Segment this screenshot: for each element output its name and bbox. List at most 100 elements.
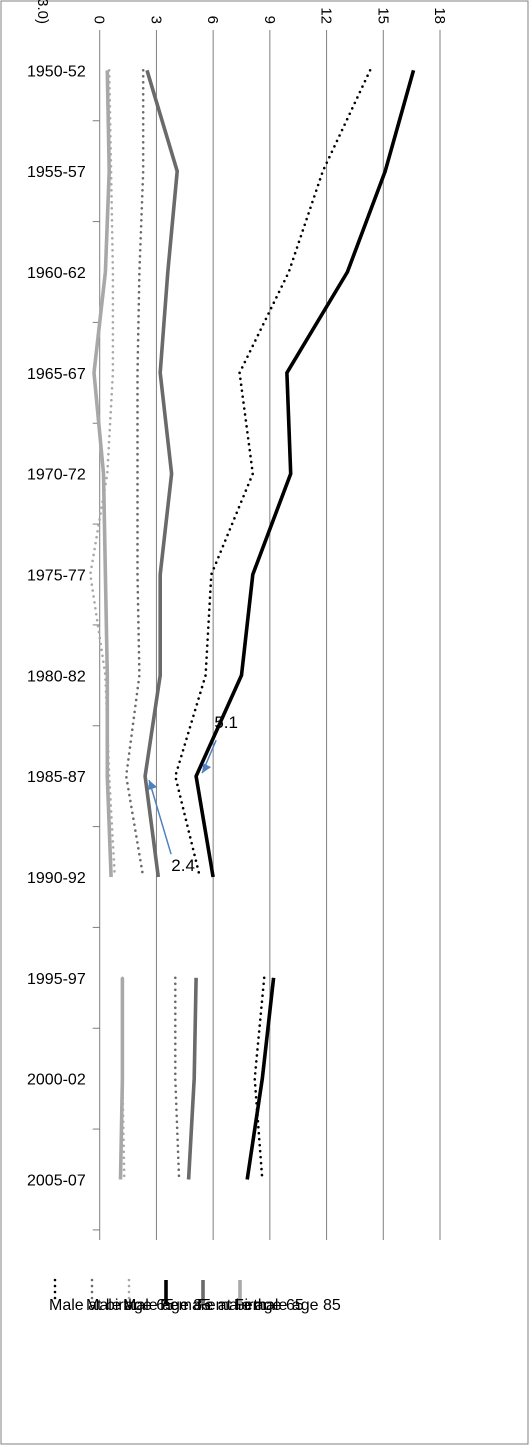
- data-point-female-age-65: [159, 372, 161, 374]
- y-tick-label: 3: [147, 16, 164, 24]
- y-tick-label: 15: [374, 7, 391, 24]
- data-point-male-age-85: [114, 876, 116, 878]
- data-point-male-age-85: [112, 271, 114, 273]
- x-tick-label: 1965-67: [27, 366, 86, 383]
- series-line-male-age-65: [174, 976, 181, 1181]
- data-point-male-age-65: [174, 1078, 176, 1080]
- annotation-arrowhead: [148, 780, 158, 791]
- data-point-female-age-85: [103, 473, 105, 475]
- x-tick-label: 1995-97: [27, 971, 86, 988]
- data-point-male-at-birth: [322, 170, 324, 172]
- data-point-female-age-85: [106, 674, 108, 676]
- data-point-female-at-birth: [246, 1179, 248, 1181]
- data-point-female-age-85: [106, 775, 108, 777]
- x-tick-label: 1970-72: [27, 467, 86, 484]
- data-point-female-age-65: [167, 271, 169, 273]
- series-line-male-at-birth: [253, 976, 266, 1181]
- legend-label-male-age-65: Male age 65: [86, 1297, 174, 1314]
- data-point-female-age-85: [104, 271, 106, 273]
- data-point-female-at-birth: [261, 1078, 263, 1080]
- x-tick-label: 1960-62: [27, 265, 86, 282]
- x-tick-label: 1950-52: [27, 63, 86, 80]
- series-line-female-age-85: [92, 70, 113, 878]
- data-point-male-age-85: [123, 1179, 125, 1181]
- data-point-male-age-65: [178, 1179, 180, 1181]
- y-tick-label: 12: [318, 7, 335, 24]
- data-point-male-age-65: [137, 372, 139, 374]
- data-point-male-age-85: [112, 372, 114, 374]
- x-tick-label: 1980-82: [27, 668, 86, 685]
- data-point-male-at-birth: [261, 1179, 263, 1181]
- data-point-male-age-65: [142, 170, 144, 172]
- legend-label-female-age-85: Female age 85: [234, 1297, 341, 1314]
- data-point-male-age-65: [142, 69, 144, 71]
- data-point-male-at-birth: [205, 674, 207, 676]
- data-point-female-age-65: [157, 876, 159, 878]
- data-point-male-age-65: [137, 574, 139, 576]
- series-line-female-age-65: [143, 69, 179, 878]
- annotation-arrowhead: [202, 763, 212, 774]
- data-point-male-age-65: [138, 674, 140, 676]
- data-point-female-age-65: [188, 1179, 190, 1181]
- data-point-female-at-birth: [252, 574, 254, 576]
- legend-label-female-age-65: Female age 65: [197, 1297, 304, 1314]
- data-point-male-at-birth: [369, 69, 371, 71]
- axes: (3.0)0369121518Years1950-521955-571960-6…: [27, 0, 448, 1240]
- gridlines: [155, 30, 441, 1240]
- data-point-male-age-65: [174, 977, 176, 979]
- annotations: 5.1 2.4: [148, 713, 238, 875]
- data-point-female-age-85: [106, 69, 108, 71]
- x-tick-label: 1975-77: [27, 568, 86, 585]
- y-tick-label: 18: [431, 7, 448, 24]
- x-tick-label: 1990-92: [27, 870, 86, 887]
- y-tick-label: (3.0): [34, 0, 51, 24]
- data-point-male-at-birth: [210, 574, 212, 576]
- data-point-male-age-65: [142, 876, 144, 878]
- data-point-female-age-85: [120, 1179, 122, 1181]
- data-point-male-age-65: [125, 775, 127, 777]
- data-point-male-at-birth: [288, 271, 290, 273]
- data-point-female-at-birth: [195, 775, 197, 777]
- series-line-male-age-65: [124, 69, 145, 879]
- data-point-female-age-85: [121, 1078, 123, 1080]
- data-point-male-at-birth: [199, 876, 201, 878]
- series-line-female-age-85: [118, 977, 125, 1180]
- legend-label-male-age-85: Male age 85: [123, 1297, 211, 1314]
- data-point-male-at-birth: [252, 473, 254, 475]
- data-point-male-at-birth: [263, 977, 265, 979]
- x-tick-label: 1955-57: [27, 164, 86, 181]
- legend-label-male-at-birth: Male at birth: [49, 1297, 137, 1314]
- data-point-female-at-birth: [286, 372, 288, 374]
- data-point-female-at-birth: [273, 977, 275, 979]
- data-point-male-at-birth: [254, 1078, 256, 1080]
- data-point-male-age-85: [89, 574, 91, 576]
- y-tick-label: 9: [261, 16, 278, 24]
- data-point-female-age-65: [159, 574, 161, 576]
- x-tick-label: 2005-07: [27, 1173, 86, 1190]
- x-tick-label: 2000-02: [27, 1072, 86, 1089]
- annotation-label: 5.1: [214, 713, 238, 732]
- data-point-female-age-85: [110, 876, 112, 878]
- rotated-chart-area: (3.0)0369121518Years1950-521955-571960-6…: [27, 0, 448, 1314]
- data-point-female-at-birth: [212, 876, 214, 878]
- annotation-arrow: [148, 779, 172, 855]
- data-point-female-age-65: [144, 775, 146, 777]
- data-point-female-age-65: [146, 69, 148, 71]
- annotation-label: 2.4: [171, 856, 195, 875]
- data-point-male-at-birth: [239, 372, 241, 374]
- data-point-female-age-85: [104, 574, 106, 576]
- series-lines: [89, 69, 416, 1181]
- data-point-female-at-birth: [346, 271, 348, 273]
- x-tick-label: 1985-87: [27, 769, 86, 786]
- data-point-female-at-birth: [290, 473, 292, 475]
- series-line-female-at-birth: [194, 69, 416, 878]
- y-tick-label: 0: [91, 16, 108, 24]
- data-point-male-age-65: [137, 473, 139, 475]
- y-tick-label: 6: [204, 16, 221, 24]
- series-line-female-age-65: [186, 977, 198, 1180]
- data-point-male-age-85: [106, 473, 108, 475]
- series-line-female-at-birth: [245, 977, 276, 1180]
